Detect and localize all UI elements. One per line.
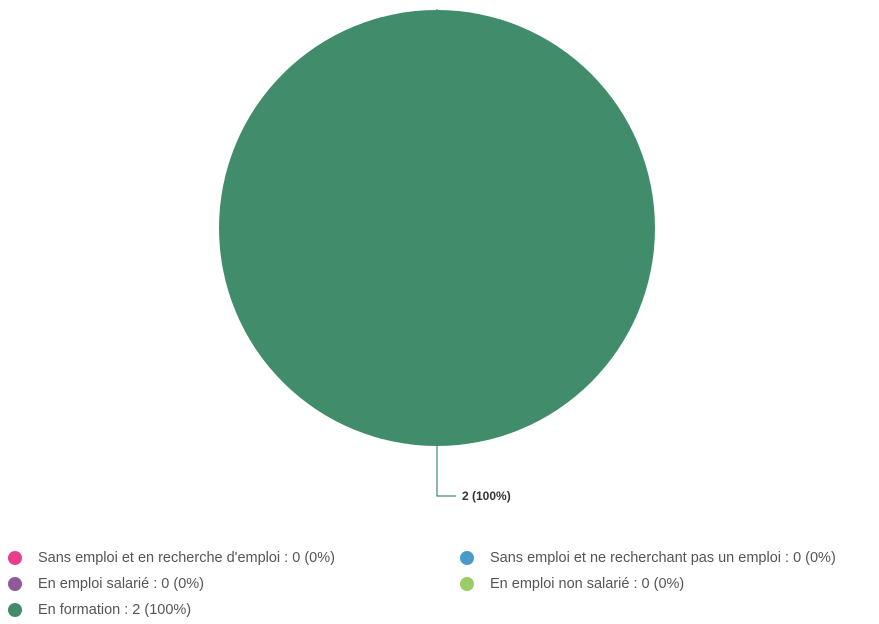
chart-legend: Sans emploi et en recherche d'emploi : 0… xyxy=(8,548,879,624)
legend-item-sans-emploi-recherche[interactable]: Sans emploi et en recherche d'emploi : 0… xyxy=(8,550,335,566)
legend-label: Sans emploi et en recherche d'emploi : 0… xyxy=(38,550,335,566)
data-label-leader-line xyxy=(436,446,456,497)
legend-item-en-emploi-non-salarie[interactable]: En emploi non salarié : 0 (0%) xyxy=(460,576,684,592)
pie-chart: 2 (100%) xyxy=(219,9,655,503)
legend-item-sans-emploi-ne-recherchant-pas[interactable]: Sans emploi et ne recherchant pas un emp… xyxy=(460,550,836,566)
legend-marker-icon xyxy=(460,551,474,565)
legend-marker-icon xyxy=(460,577,474,591)
legend-label: En emploi non salarié : 0 (0%) xyxy=(490,576,685,592)
pie-slices xyxy=(219,10,655,446)
legend-marker-icon xyxy=(8,551,22,565)
legend-label: Sans emploi et ne recherchant pas un emp… xyxy=(490,550,836,566)
legend-label: En emploi salarié : 0 (0%) xyxy=(38,576,205,592)
legend-marker-icon xyxy=(8,603,22,617)
pie-slice-en-formation[interactable] xyxy=(219,10,655,446)
legend-marker-icon xyxy=(8,577,22,591)
data-label-en-formation: 2 (100%) xyxy=(462,489,511,503)
legend-item-en-emploi-salarie[interactable]: En emploi salarié : 0 (0%) xyxy=(8,576,204,592)
legend-label: En formation : 2 (100%) xyxy=(38,602,192,618)
legend-item-en-formation[interactable]: En formation : 2 (100%) xyxy=(8,602,191,618)
